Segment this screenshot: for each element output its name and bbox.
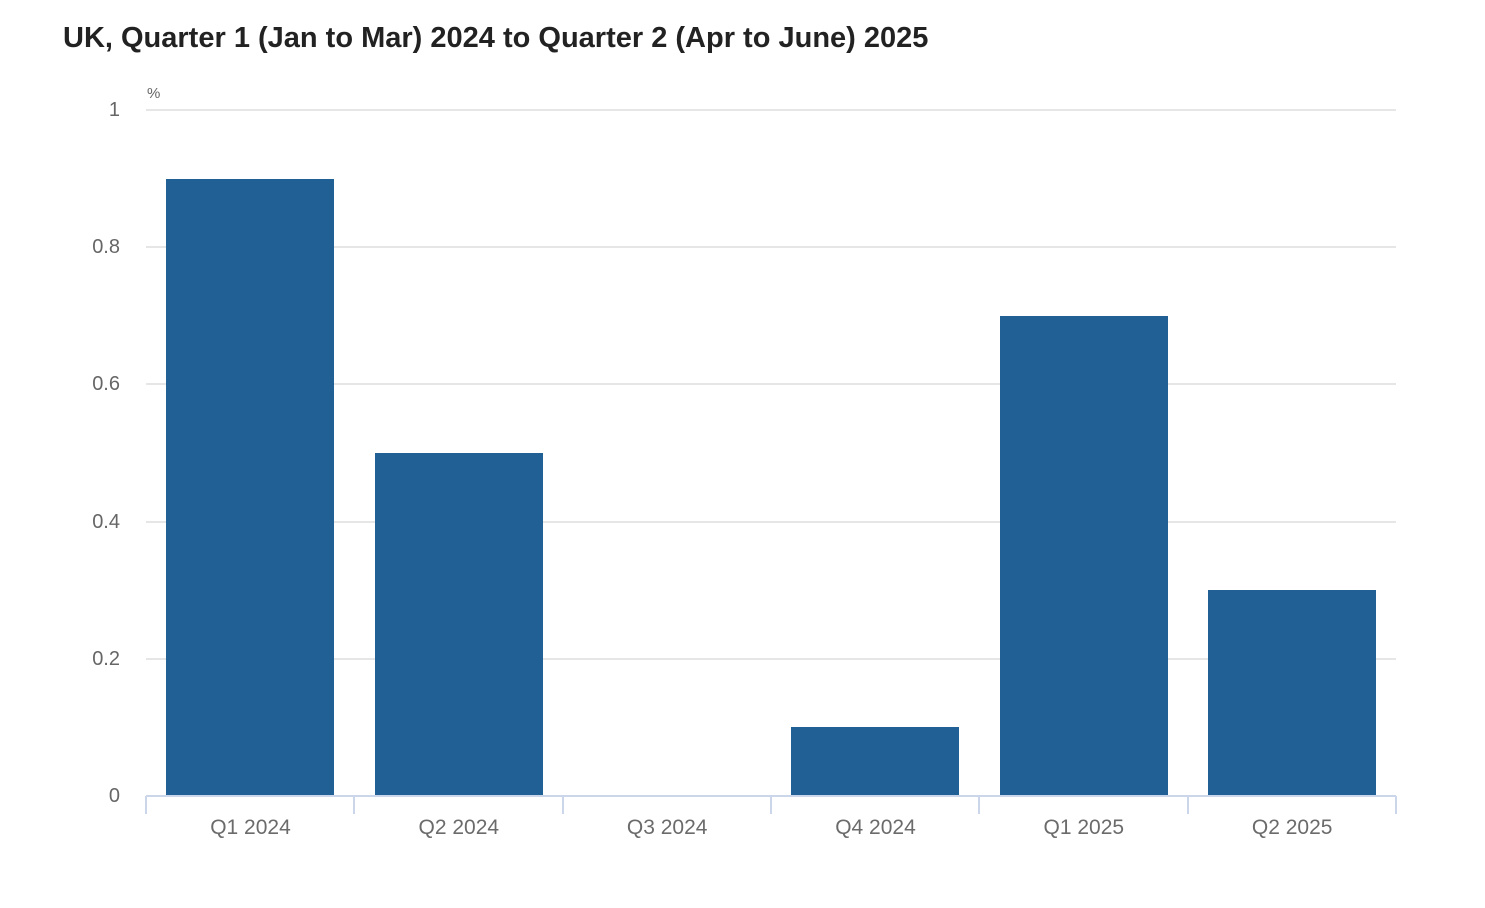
- bar-q1-2025[interactable]: [999, 315, 1168, 796]
- x-axis-category-label: Q2 2024: [418, 816, 500, 839]
- plot-area: [145, 109, 1397, 814]
- y-axis-tick-label: 0.6: [92, 373, 120, 396]
- y-axis-unit-label: %: [147, 85, 161, 102]
- x-axis-category-label: Q4 2024: [835, 816, 916, 839]
- chart-title: UK, Quarter 1 (Jan to Mar) 2024 to Quart…: [63, 22, 929, 54]
- y-axis-tick-label: 0.2: [92, 647, 120, 670]
- gridline: [146, 383, 1396, 386]
- x-axis-category-label: Q3 2024: [626, 816, 708, 839]
- gridline: [146, 520, 1396, 523]
- y-axis-tick-label: 0: [108, 785, 120, 807]
- bar-q2-2025[interactable]: [1207, 590, 1376, 796]
- x-axis-category-label: Q1 2025: [1043, 816, 1125, 839]
- y-axis-tick-label: 0.8: [92, 236, 120, 259]
- x-axis-tick: [1395, 796, 1397, 814]
- bar-q1-2024[interactable]: [166, 178, 335, 796]
- gridline: [146, 109, 1396, 111]
- gridline: [146, 657, 1396, 660]
- x-axis-tick: [978, 796, 981, 814]
- x-axis-tick: [353, 796, 356, 814]
- bar-q4-2024[interactable]: [791, 727, 960, 796]
- x-axis-tick: [561, 796, 564, 814]
- x-axis-category-label: Q2 2025: [1251, 816, 1333, 839]
- y-axis-tick-label: 1: [108, 99, 120, 121]
- y-axis-tick-label: 0.4: [92, 510, 120, 533]
- x-axis-category-label: Q1 2024: [210, 816, 291, 839]
- gridline: [146, 246, 1396, 249]
- bar-q2-2024[interactable]: [374, 453, 543, 796]
- x-axis-tick: [770, 796, 772, 814]
- x-axis-tick: [145, 796, 147, 814]
- x-axis-tick: [1186, 796, 1189, 814]
